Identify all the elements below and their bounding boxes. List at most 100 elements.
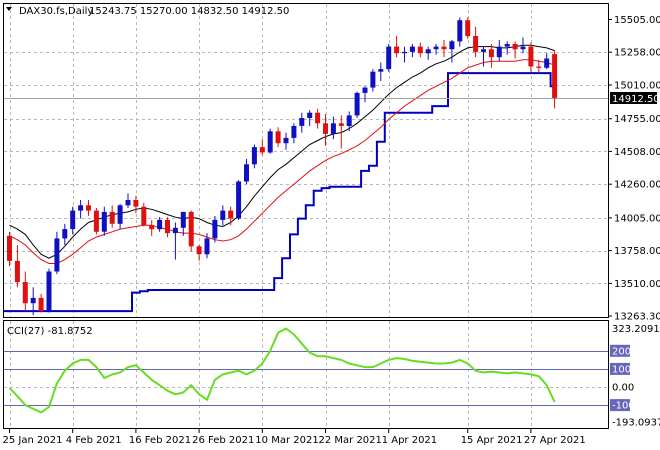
candle-body <box>409 46 415 52</box>
candle <box>488 44 494 68</box>
candle-body <box>157 219 163 230</box>
candle-body <box>512 44 518 50</box>
cci-axis-label: -193.0937 <box>612 418 660 429</box>
candle-body <box>275 131 281 144</box>
candle <box>133 196 139 214</box>
candle-body <box>520 46 526 50</box>
current-price-label: 14912.50 <box>612 94 660 105</box>
price-axis-label: 14508.00 <box>614 147 660 158</box>
candle <box>70 206 76 235</box>
candle-body <box>299 118 305 126</box>
ohlc-values: 15243.75 15270.00 14832.50 14912.50 <box>89 6 289 17</box>
candle <box>323 114 328 146</box>
candle-body <box>196 246 202 255</box>
candle <box>267 128 273 154</box>
cci-grid <box>4 321 608 428</box>
price-grid <box>4 4 608 317</box>
candle-body <box>465 20 471 37</box>
price-axis-label: 13263.30 <box>614 312 660 323</box>
candle-body <box>54 238 60 272</box>
current-price-tag: 14912.50 <box>610 92 660 105</box>
time-axis-label: 10 Mar 2021 <box>255 435 318 446</box>
price-axis-label: 13510.00 <box>614 279 660 290</box>
candle-body <box>149 225 155 230</box>
candle-body <box>315 112 321 124</box>
cci-axis-label: 100 <box>612 364 631 375</box>
cci-level-tag <box>610 362 630 375</box>
candle-body <box>402 51 407 54</box>
candle <box>417 42 423 58</box>
candle-body <box>338 123 344 126</box>
candle-body <box>180 211 186 228</box>
time-axis-label: 26 Feb 2021 <box>192 435 254 446</box>
candle-body <box>552 54 558 98</box>
candle-body <box>378 69 384 72</box>
candle <box>370 69 376 92</box>
candle <box>109 205 115 228</box>
candle-body <box>283 137 289 144</box>
candle-body <box>291 126 297 138</box>
candle-body <box>544 58 550 68</box>
candle <box>362 86 368 103</box>
trailing-stop-line <box>3 72 557 313</box>
candle <box>46 268 52 313</box>
candle-body <box>362 87 368 93</box>
candle-body <box>425 49 431 54</box>
candle-body <box>307 112 313 118</box>
candle <box>504 41 510 55</box>
candle-body <box>30 297 36 304</box>
candle-body <box>14 260 20 283</box>
candle <box>441 40 447 58</box>
candle-body <box>441 46 447 50</box>
candle-body <box>117 205 123 224</box>
cci-axis-label: 323.2091 <box>612 324 660 335</box>
candle <box>14 245 20 288</box>
candle-body <box>204 238 210 255</box>
candle <box>188 210 194 252</box>
candle-body <box>212 219 218 239</box>
candle <box>244 159 249 185</box>
candle <box>536 59 542 74</box>
price-axis: 15505.00 15258.00 15010.00 14755.00 14508.00… <box>608 15 660 323</box>
cci-levels <box>4 351 608 406</box>
candle <box>496 40 502 62</box>
time-axis-label: 1 Apr 2021 <box>382 435 437 446</box>
price-axis-label: 15505.00 <box>614 15 660 26</box>
candle <box>481 46 486 67</box>
candle-body <box>244 164 249 182</box>
price-axis-label: 15258.00 <box>614 48 660 59</box>
time-axis-label: 15 Apr 2021 <box>461 435 523 446</box>
candle-body <box>259 147 265 153</box>
candle-body <box>267 131 273 153</box>
candle-body <box>251 147 257 165</box>
candle <box>283 132 289 150</box>
price-axis-label: 14755.00 <box>614 114 660 125</box>
candle <box>330 116 336 140</box>
slow-moving-average <box>9 59 555 264</box>
time-axis-label: 25 Jan 2021 <box>3 435 63 446</box>
cci-line <box>8 327 556 414</box>
candle <box>165 217 170 238</box>
candle <box>338 115 344 149</box>
candle-body <box>101 211 107 232</box>
candle <box>220 205 226 226</box>
candle <box>354 91 360 118</box>
candle-body <box>457 20 463 42</box>
candle <box>117 204 123 230</box>
cci-panel-frame <box>3 320 609 429</box>
candle <box>38 294 44 313</box>
candle <box>7 231 12 267</box>
price-axis-label: 14260.00 <box>614 180 660 191</box>
candle-body <box>93 210 99 232</box>
candle <box>228 206 234 226</box>
candle-body <box>473 36 479 52</box>
candle-body <box>188 211 194 247</box>
candle <box>291 123 297 144</box>
time-axis-label: 22 Mar 2021 <box>319 435 382 446</box>
candle <box>204 233 210 259</box>
candle-body <box>323 123 328 134</box>
candle-body <box>346 115 352 126</box>
price-axis-label: 13758.00 <box>614 246 660 257</box>
candle-body <box>220 210 226 220</box>
candle-body <box>172 227 178 234</box>
